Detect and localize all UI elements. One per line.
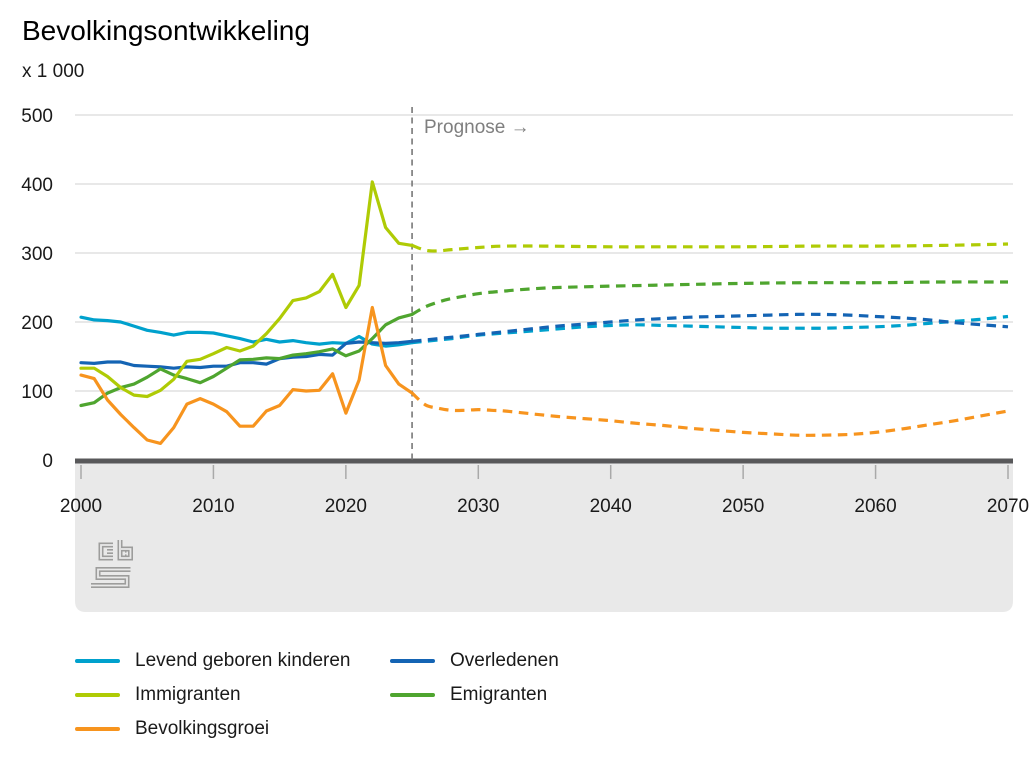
legend-label-deaths: Overledenen [450, 649, 559, 671]
x-axis-label-2030: 2030 [457, 496, 499, 517]
series-emigration-forecast [411, 280, 1009, 316]
x-axis-label-2070: 2070 [987, 496, 1029, 517]
y-axis-label-0: 0 [42, 451, 53, 472]
legend-item-deaths: Overledenen [390, 650, 559, 671]
series-growth-observed [79, 305, 414, 445]
y-axis-label-100: 100 [21, 382, 53, 403]
series-immigration-forecast [411, 242, 1009, 253]
legend-swatch-deaths [390, 658, 435, 663]
cbs-logo-inner-2 [91, 568, 131, 587]
legend-item-immigration: Immigranten [75, 684, 390, 705]
legend-item-growth: Bevolkingsgroei [75, 718, 390, 739]
series-births-forecast [411, 314, 1009, 345]
y-axis-label-300: 300 [21, 244, 53, 265]
series-deaths-observed [79, 339, 414, 370]
prognose-label: Prognose → [424, 117, 530, 138]
legend-label-growth: Bevolkingsgroei [135, 717, 270, 739]
x-axis-band [75, 458, 1013, 612]
axis-band-background [75, 461, 1013, 612]
legend-label-immigration: Immigranten [135, 683, 241, 705]
legend-swatch-immigration [75, 692, 120, 697]
legend-label-births: Levend geboren kinderen [135, 649, 351, 671]
axis-labels: 0 100 200 300 400 500 2000 2010 2020 2030 2040 2050… [21, 106, 1029, 517]
chart-title: Bevolkingsontwikkeling [22, 15, 310, 46]
x-axis-label-2020: 2020 [325, 496, 367, 517]
legend-swatch-births [75, 658, 120, 663]
series-emigration-observed [79, 312, 414, 408]
gridlines [75, 114, 1013, 392]
legend-item-emigration: Emigranten [390, 684, 559, 705]
series-immigration-observed [79, 180, 414, 399]
cbs-logo-inner-0 [100, 544, 113, 559]
series-growth-forecast [411, 391, 1009, 437]
chart-legend: Levend geboren kinderen Overledenen Immigr… [75, 650, 559, 739]
y-axis-label-500: 500 [21, 106, 53, 127]
population-chart: 0 100 200 300 400 500 2000 2010 2020 2030 2040 2050… [21, 106, 1029, 612]
cbs-logo-icon [91, 540, 133, 588]
series-births-observed [79, 315, 414, 348]
data-series [79, 180, 1009, 445]
x-axis-label-2050: 2050 [722, 496, 764, 517]
y-axis-unit-label: x 1 000 [22, 61, 85, 82]
legend-swatch-growth [75, 726, 120, 731]
x-axis-line [75, 458, 1013, 464]
x-axis-label-2060: 2060 [854, 496, 896, 517]
y-axis-label-400: 400 [21, 175, 53, 196]
legend-swatch-emigration [390, 692, 435, 697]
x-axis-label-2000: 2000 [60, 496, 102, 517]
legend-label-emigration: Emigranten [450, 683, 548, 705]
y-axis-label-200: 200 [21, 313, 53, 334]
cbs-logo-inner-1 [119, 540, 132, 559]
x-axis-label-2010: 2010 [192, 496, 234, 517]
x-axis-label-2040: 2040 [590, 496, 632, 517]
series-deaths-forecast [411, 312, 1009, 343]
legend-item-births: Levend geboren kinderen [75, 650, 390, 671]
